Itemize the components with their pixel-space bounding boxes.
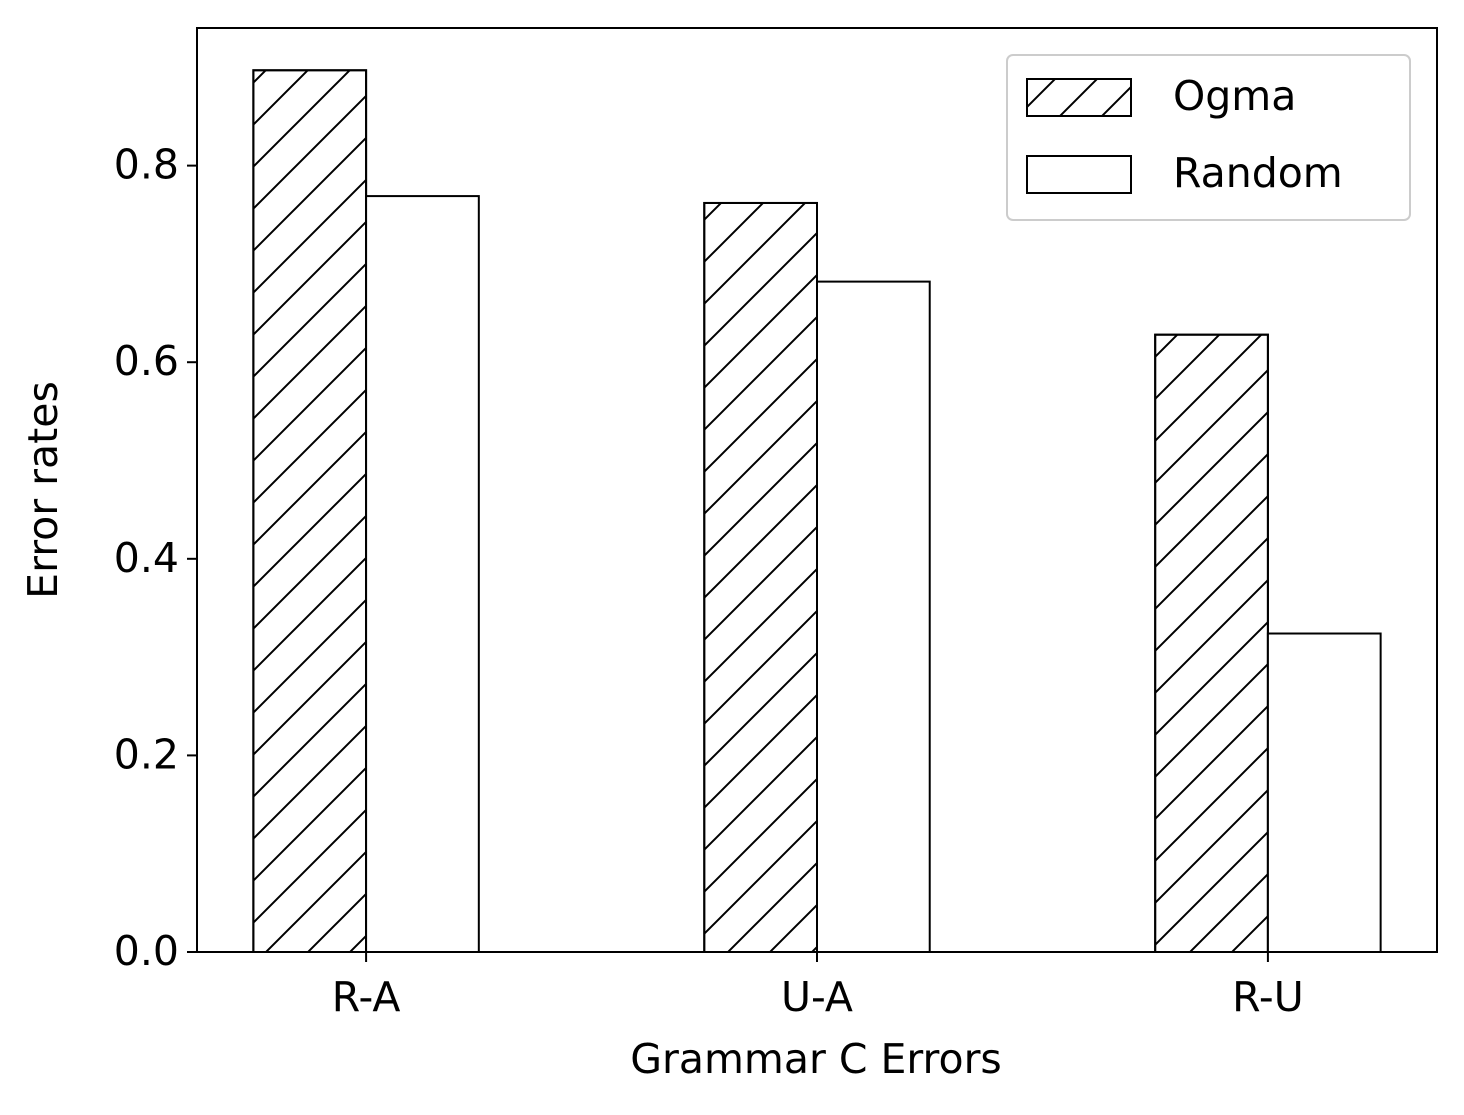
legend-label: Ogma bbox=[1173, 72, 1296, 120]
x-tick-label: R-U bbox=[1232, 973, 1304, 1021]
y-tick-label: 0.2 bbox=[114, 730, 179, 778]
bar-hatch bbox=[252, 69, 368, 954]
y-axis-label: Error rates bbox=[19, 381, 67, 599]
y-tick-label: 0.0 bbox=[114, 927, 179, 975]
bar bbox=[816, 280, 931, 953]
y-tick-label: 0.8 bbox=[114, 141, 179, 189]
x-tick-label: R-A bbox=[332, 973, 401, 1021]
y-tick-label: 0.6 bbox=[114, 337, 179, 385]
y-tick-label: 0.4 bbox=[114, 534, 179, 582]
legend-label: Random bbox=[1173, 149, 1343, 197]
x-axis-label: Grammar C Errors bbox=[630, 1035, 1002, 1083]
bar-hatch bbox=[703, 201, 818, 953]
legend-swatch bbox=[1026, 155, 1132, 194]
legend-swatch-hatch bbox=[1026, 78, 1132, 117]
plot-frame bbox=[196, 27, 1438, 953]
bar-hatch bbox=[1154, 333, 1269, 953]
x-tick-label: U-A bbox=[781, 973, 853, 1021]
bar bbox=[1266, 632, 1382, 953]
bar bbox=[365, 195, 480, 953]
